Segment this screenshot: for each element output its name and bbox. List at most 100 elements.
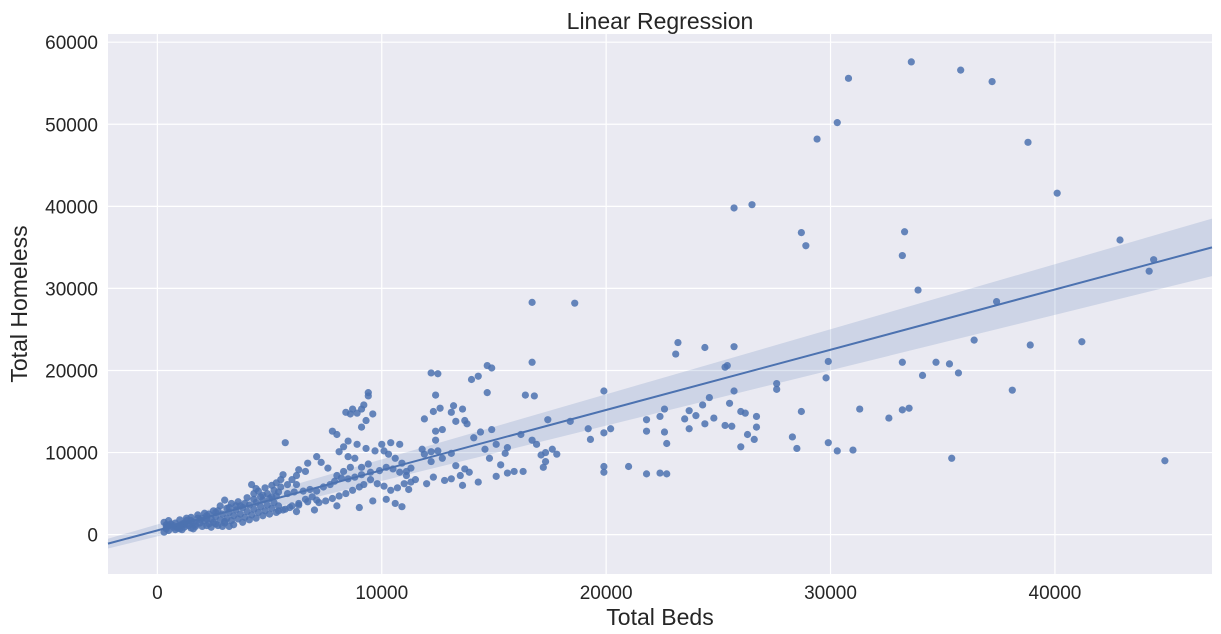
data-point [705,393,713,402]
data-point [313,453,321,461]
data-point [483,389,491,397]
data-point [355,483,363,491]
y-tick-label: 40000 [45,197,98,218]
data-point [277,483,285,491]
y-tick-label: 10000 [45,444,98,465]
data-point [333,430,341,439]
y-tick-label: 60000 [45,33,98,54]
data-point [948,454,956,462]
data-point [344,437,352,445]
data-point [642,427,651,435]
data-point [434,370,442,378]
data-point [710,414,718,422]
data-point [346,463,354,471]
data-point [822,374,830,382]
data-point [398,503,406,511]
data-point [429,473,437,481]
data-point [342,408,350,416]
x-tick-label: 20000 [580,583,633,604]
data-point [730,204,738,212]
data-point [373,480,381,488]
data-point [474,478,482,486]
data-point [391,454,399,462]
data-point [539,463,547,471]
data-point [344,453,352,461]
data-point [400,480,408,488]
data-point [432,391,440,399]
data-point [728,422,736,430]
data-point [844,74,853,82]
data-point [1053,189,1061,197]
data-point [725,399,734,407]
data-point [362,416,370,425]
data-point [492,440,500,448]
data-point [907,58,915,66]
data-point [723,361,731,370]
data-point [584,425,592,433]
data-point [672,350,680,358]
data-point [898,358,906,366]
data-point [797,229,805,237]
data-point [340,443,348,451]
data-point [1150,256,1158,264]
data-point [467,375,476,384]
data-point [245,516,253,524]
data-point [353,440,361,448]
data-point [474,372,482,380]
data-point [898,406,906,414]
data-point [856,405,864,413]
y-tick-label: 50000 [45,115,98,136]
data-point [510,467,518,476]
data-point [324,464,332,472]
data-point [449,402,458,410]
data-point [470,434,478,442]
data-point [530,392,538,400]
data-point [420,450,428,458]
data-point [674,338,682,347]
data-point [945,360,954,368]
x-tick-label: 30000 [804,583,857,604]
data-point [387,486,395,494]
data-point [750,435,758,444]
data-point [797,407,805,416]
data-point [681,415,689,423]
data-point [642,416,651,424]
data-point [405,485,413,494]
data-point [541,457,550,466]
data-point [310,506,319,514]
data-point [905,404,913,412]
data-point [355,503,363,512]
data-point [685,425,693,433]
data-point [988,77,996,86]
data-point [898,251,906,260]
x-tick-label: 40000 [1029,583,1082,604]
data-point [503,444,512,452]
data-point [438,425,446,434]
data-point [225,503,233,512]
data-point [270,486,278,494]
x-tick-label: 0 [152,583,163,604]
data-point [1008,386,1016,394]
data-point [313,487,321,495]
data-point [328,494,336,503]
data-point [423,480,431,488]
data-point [380,482,388,490]
data-point [407,478,415,486]
data-point [252,514,260,522]
data-point [544,416,552,424]
data-point [317,458,325,466]
data-point [225,522,233,531]
data-point [537,451,545,459]
data-point [371,447,379,455]
data-point [452,462,460,470]
data-point [773,385,781,393]
data-point [382,495,390,503]
data-point [396,468,404,476]
data-point [833,447,841,455]
data-point [362,444,370,453]
grid-lines [108,34,1212,574]
data-point [369,410,377,418]
data-point [218,522,227,531]
data-point [333,502,341,510]
data-point [600,429,608,437]
